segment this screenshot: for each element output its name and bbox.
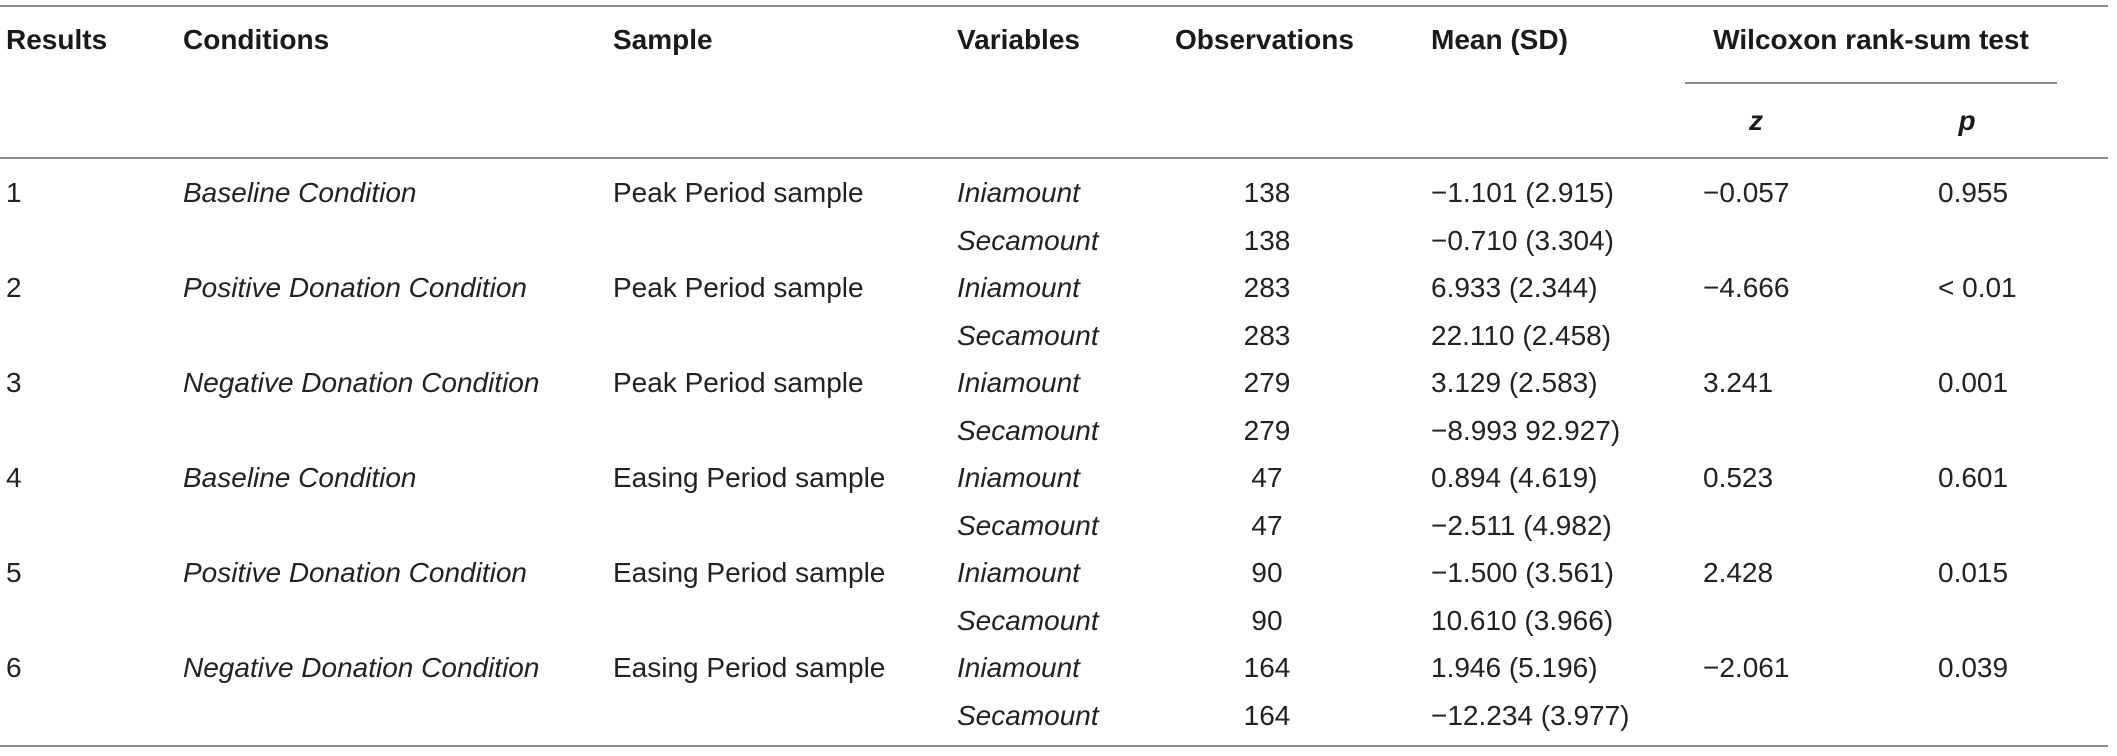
mean-sd-cell: −12.234 (3.977) <box>1431 699 1630 731</box>
condition-cell: Baseline Condition <box>183 177 417 208</box>
observations-cell: 47 <box>1251 462 1283 493</box>
observations-cell: 47 <box>1251 509 1283 541</box>
z-value-cell: 2.428 <box>1703 557 1774 588</box>
result-number: 1 <box>6 177 22 208</box>
mean-sd-cell: −8.993 92.927) <box>1431 414 1621 446</box>
result-number: 4 <box>6 462 22 493</box>
observations-cell: 279 <box>1243 367 1291 398</box>
variable-cell: Secamount <box>957 319 1099 351</box>
p-value-cell: 0.001 <box>1938 367 2009 398</box>
p-value-cell: < 0.01 <box>1938 272 2017 303</box>
z-value-cell: 0.523 <box>1703 462 1774 493</box>
observations-cell: 279 <box>1243 414 1291 446</box>
result-number: 3 <box>6 367 22 398</box>
header-mean-sd: Mean (SD) <box>1431 24 1568 55</box>
mean-sd-cell: 10.610 (3.966) <box>1431 604 1614 636</box>
observations-cell: 164 <box>1243 699 1291 731</box>
sample-cell: Peak Period sample <box>613 272 864 303</box>
header-results: Results <box>6 24 108 55</box>
mean-sd-cell: −1.500 (3.561) <box>1431 557 1614 588</box>
variable-cell: Iniamount <box>957 272 1080 303</box>
observations-cell: 283 <box>1243 319 1291 351</box>
condition-cell: Positive Donation Condition <box>183 557 527 588</box>
condition-cell: Negative Donation Condition <box>183 367 540 398</box>
table-top-rule <box>0 5 2108 7</box>
sample-cell: Easing Period sample <box>613 652 886 683</box>
result-number: 6 <box>6 652 22 683</box>
variable-cell: Iniamount <box>957 557 1080 588</box>
sample-cell: Easing Period sample <box>613 462 886 493</box>
result-number: 2 <box>6 272 22 303</box>
mean-sd-cell: 6.933 (2.344) <box>1431 272 1598 303</box>
mean-sd-cell: −2.511 (4.982) <box>1431 509 1612 541</box>
mean-sd-cell: 1.946 (5.196) <box>1431 652 1598 683</box>
z-value-cell: −0.057 <box>1703 177 1790 208</box>
sample-cell: Peak Period sample <box>613 177 864 208</box>
mean-sd-cell: −0.710 (3.304) <box>1431 224 1614 256</box>
table-header-rule <box>0 157 2108 159</box>
result-number: 5 <box>6 557 22 588</box>
p-value-cell: 0.601 <box>1938 462 2009 493</box>
wilcoxon-subheader-rule <box>1685 82 2057 84</box>
variable-cell: Iniamount <box>957 177 1080 208</box>
variable-cell: Iniamount <box>957 367 1080 398</box>
mean-sd-cell: 3.129 (2.583) <box>1431 367 1598 398</box>
p-value-cell: 0.015 <box>1938 557 2009 588</box>
observations-cell: 138 <box>1243 224 1291 256</box>
variable-cell: Secamount <box>957 699 1099 731</box>
variable-cell: Iniamount <box>957 462 1080 493</box>
p-value-cell: 0.955 <box>1938 177 2009 208</box>
z-value-cell: 3.241 <box>1703 367 1774 398</box>
observations-cell: 164 <box>1243 652 1291 683</box>
variable-cell: Secamount <box>957 224 1099 256</box>
observations-cell: 138 <box>1243 177 1291 208</box>
header-conditions: Conditions <box>183 24 330 55</box>
variable-cell: Secamount <box>957 604 1099 636</box>
sample-cell: Peak Period sample <box>613 367 864 398</box>
condition-cell: Positive Donation Condition <box>183 272 527 303</box>
table-bottom-rule <box>0 745 2108 747</box>
variable-cell: Iniamount <box>957 652 1080 683</box>
variable-cell: Secamount <box>957 414 1099 446</box>
observations-cell: 90 <box>1251 557 1283 588</box>
mean-sd-cell: −1.101 (2.915) <box>1431 177 1614 208</box>
header-z: z <box>1749 105 1763 136</box>
condition-cell: Baseline Condition <box>183 462 417 493</box>
condition-cell: Negative Donation Condition <box>183 652 540 683</box>
observations-cell: 90 <box>1251 604 1283 636</box>
header-variables: Variables <box>957 24 1080 55</box>
header-sample: Sample <box>613 24 713 55</box>
variable-cell: Secamount <box>957 509 1099 541</box>
mean-sd-cell: 0.894 (4.619) <box>1431 462 1598 493</box>
header-wilcoxon: Wilcoxon rank-sum test <box>1713 24 2029 55</box>
header-p: p <box>1958 105 1976 136</box>
sample-cell: Easing Period sample <box>613 557 886 588</box>
p-value-cell: 0.039 <box>1938 652 2009 683</box>
header-observations: Observations <box>1175 24 1354 55</box>
observations-cell: 283 <box>1243 272 1291 303</box>
z-value-cell: −2.061 <box>1703 652 1790 683</box>
mean-sd-cell: 22.110 (2.458) <box>1431 319 1612 351</box>
z-value-cell: −4.666 <box>1703 272 1790 303</box>
